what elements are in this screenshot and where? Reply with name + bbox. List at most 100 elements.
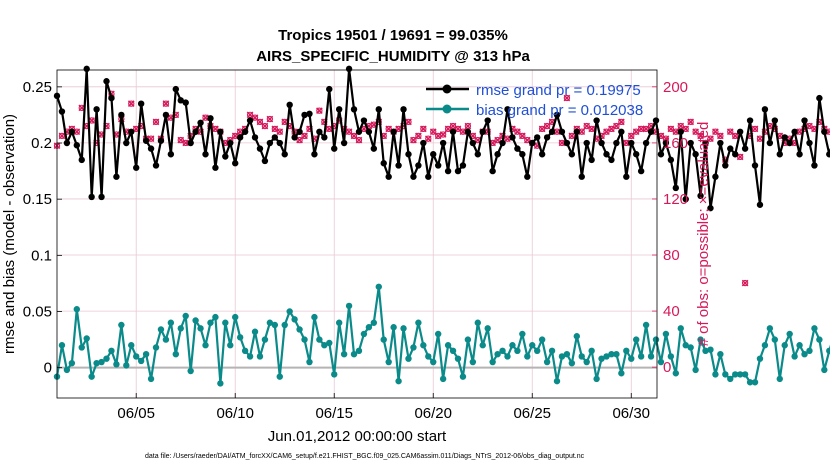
obs-evaluated-point [568, 132, 576, 140]
bias-point [355, 347, 363, 355]
rmse-point [449, 128, 457, 135]
rmse-point [261, 157, 269, 165]
y-right-tick-label: 0 [663, 359, 671, 376]
rmse-point [702, 139, 709, 147]
rmse-point [568, 151, 576, 158]
bias-point [746, 379, 754, 386]
bias-point [558, 353, 566, 360]
obs-evaluated-point [731, 132, 739, 140]
obs-possible-point [741, 279, 749, 287]
rmse-point [78, 156, 85, 164]
rmse-point [563, 139, 571, 147]
obs-evaluated-point [578, 128, 586, 136]
obs-possible-point [420, 125, 427, 133]
obs-evaluated-point [717, 132, 724, 140]
bias-point [439, 375, 447, 383]
obs-possible-point [618, 118, 625, 126]
bias-point [479, 342, 486, 349]
bias-point [98, 358, 105, 366]
rmse-point [628, 139, 635, 147]
y-axis-left-label: rmse and bias (model - observation) [1, 114, 18, 354]
y-left-tick-label: 0.2 [31, 135, 52, 152]
bias-point [83, 335, 90, 342]
bias-point [246, 353, 254, 360]
rmse-point [771, 117, 779, 124]
rmse-point [603, 151, 610, 158]
rmse-point [103, 78, 110, 85]
rmse-point [504, 106, 511, 113]
obs-possible-point [350, 132, 358, 140]
bias-point [311, 313, 318, 321]
rmse-point [538, 151, 546, 158]
rmse-point [385, 173, 392, 180]
obs-possible-point [692, 128, 699, 135]
bias-point [276, 373, 283, 380]
bias-point [281, 321, 288, 329]
bias-point [118, 321, 125, 329]
bias-point [321, 342, 328, 349]
bias-point [702, 347, 709, 355]
rmse-point [232, 160, 239, 167]
rmse-point [806, 139, 813, 147]
obs-evaluated-point [355, 136, 363, 144]
rmse-point [360, 117, 368, 124]
bias-point [133, 353, 140, 360]
bias-point [430, 358, 437, 366]
obs-possible-point [519, 132, 526, 140]
bias-point [756, 355, 764, 362]
bias-point [405, 355, 412, 362]
bias-point [202, 342, 209, 349]
bias-point [147, 375, 155, 383]
bias-point [741, 371, 749, 378]
rmse-point [301, 111, 308, 119]
rmse-point [266, 139, 274, 147]
bias-point [266, 319, 274, 326]
obs-evaluated-point [751, 125, 759, 133]
obs-evaluated-point [236, 128, 244, 136]
obs-evaluated-point [523, 136, 531, 144]
rmse-point [167, 151, 175, 158]
bias-point [598, 355, 605, 362]
rmse-point [281, 151, 288, 158]
bias-point [494, 350, 501, 358]
rmse-point [756, 201, 764, 208]
rmse-point [786, 139, 793, 147]
obs-evaluated-point [152, 118, 160, 126]
obs-evaluated-point [796, 128, 803, 136]
bias-point [682, 342, 689, 349]
rmse-point [405, 151, 412, 158]
rmse-point [529, 139, 536, 147]
rmse-point [73, 142, 81, 149]
obs-evaluated-point [73, 128, 81, 136]
y-right-tick-label: 80 [663, 247, 680, 264]
rmse-point [400, 106, 407, 113]
obs-evaluated-point [464, 122, 472, 130]
rmse-point [826, 151, 830, 158]
bias-point [212, 313, 219, 321]
y-left-tick-label: 0.05 [23, 304, 52, 321]
obs-possible-point [152, 118, 160, 126]
bias-point [553, 377, 561, 385]
bias-point [538, 336, 546, 343]
rmse-point [672, 184, 680, 192]
bias-point [152, 344, 160, 351]
rmse-point [241, 128, 249, 135]
rmse-point [697, 192, 704, 200]
obs-evaluated-point [588, 125, 595, 133]
bias-point [113, 361, 120, 368]
bias-point [633, 336, 640, 343]
rmse-point [593, 117, 600, 124]
rmse-point [88, 193, 95, 201]
rmse-point [682, 195, 689, 203]
rmse-point [197, 119, 204, 126]
obs-evaluated-point [697, 132, 704, 140]
rmse-point [623, 173, 630, 180]
obs-evaluated-point [444, 125, 452, 133]
bias-point [593, 375, 600, 383]
bias-point [821, 366, 828, 374]
rmse-point [727, 145, 734, 152]
rmse-point [335, 106, 343, 113]
obs-possible-point [316, 107, 323, 114]
bias-point [474, 319, 481, 326]
rmse-point [98, 193, 105, 201]
